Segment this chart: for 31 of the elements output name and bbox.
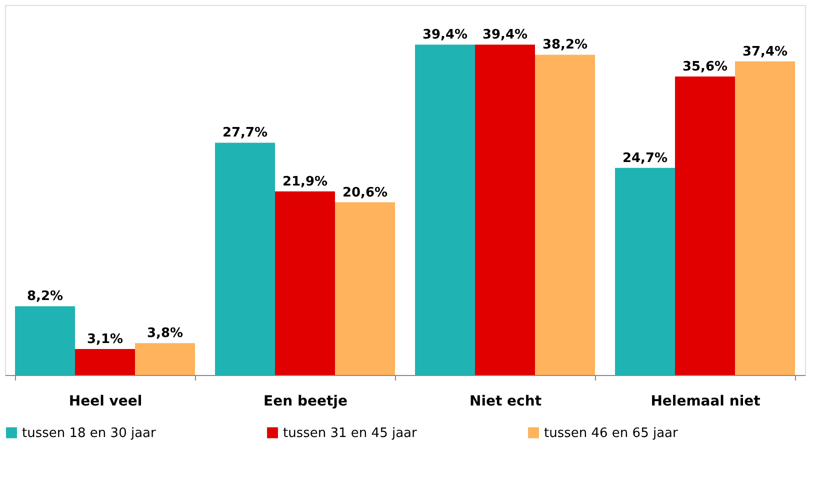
data-label: 39,4%	[482, 28, 528, 43]
data-label: 24,7%	[622, 150, 668, 166]
data-label: 27,7%	[222, 126, 268, 141]
legend-label: tussen 18 en 30 jaar	[22, 426, 157, 441]
data-label: 39,4%	[422, 28, 468, 43]
bar	[615, 168, 675, 375]
bar	[135, 343, 195, 375]
data-label: 8,2%	[26, 289, 64, 304]
data-label: 35,6%	[682, 60, 728, 75]
bar	[735, 61, 795, 375]
bar	[15, 306, 75, 375]
data-label: 21,9%	[282, 174, 328, 190]
bar	[215, 142, 275, 375]
bar	[675, 76, 735, 375]
legend-label: tussen 31 en 45 jaar	[283, 426, 418, 441]
bar	[535, 54, 595, 375]
bar	[75, 349, 135, 375]
data-label: 3,8%	[146, 326, 184, 342]
bar	[335, 202, 395, 375]
data-label: 37,4%	[742, 44, 788, 60]
data-label: 3,1%	[86, 332, 124, 348]
legend-label: tussen 46 en 65 jaar	[544, 426, 679, 441]
bar	[415, 44, 475, 375]
bar	[275, 191, 335, 375]
x-tick-label: Niet echt	[469, 394, 542, 410]
x-tick-label: Heel veel	[68, 394, 142, 410]
bar	[475, 44, 535, 375]
data-label: 38,2%	[542, 38, 588, 53]
x-tick-label: Helemaal niet	[650, 394, 761, 410]
data-label: 20,6%	[342, 185, 388, 200]
x-tick-label: Een beetje	[264, 394, 348, 410]
